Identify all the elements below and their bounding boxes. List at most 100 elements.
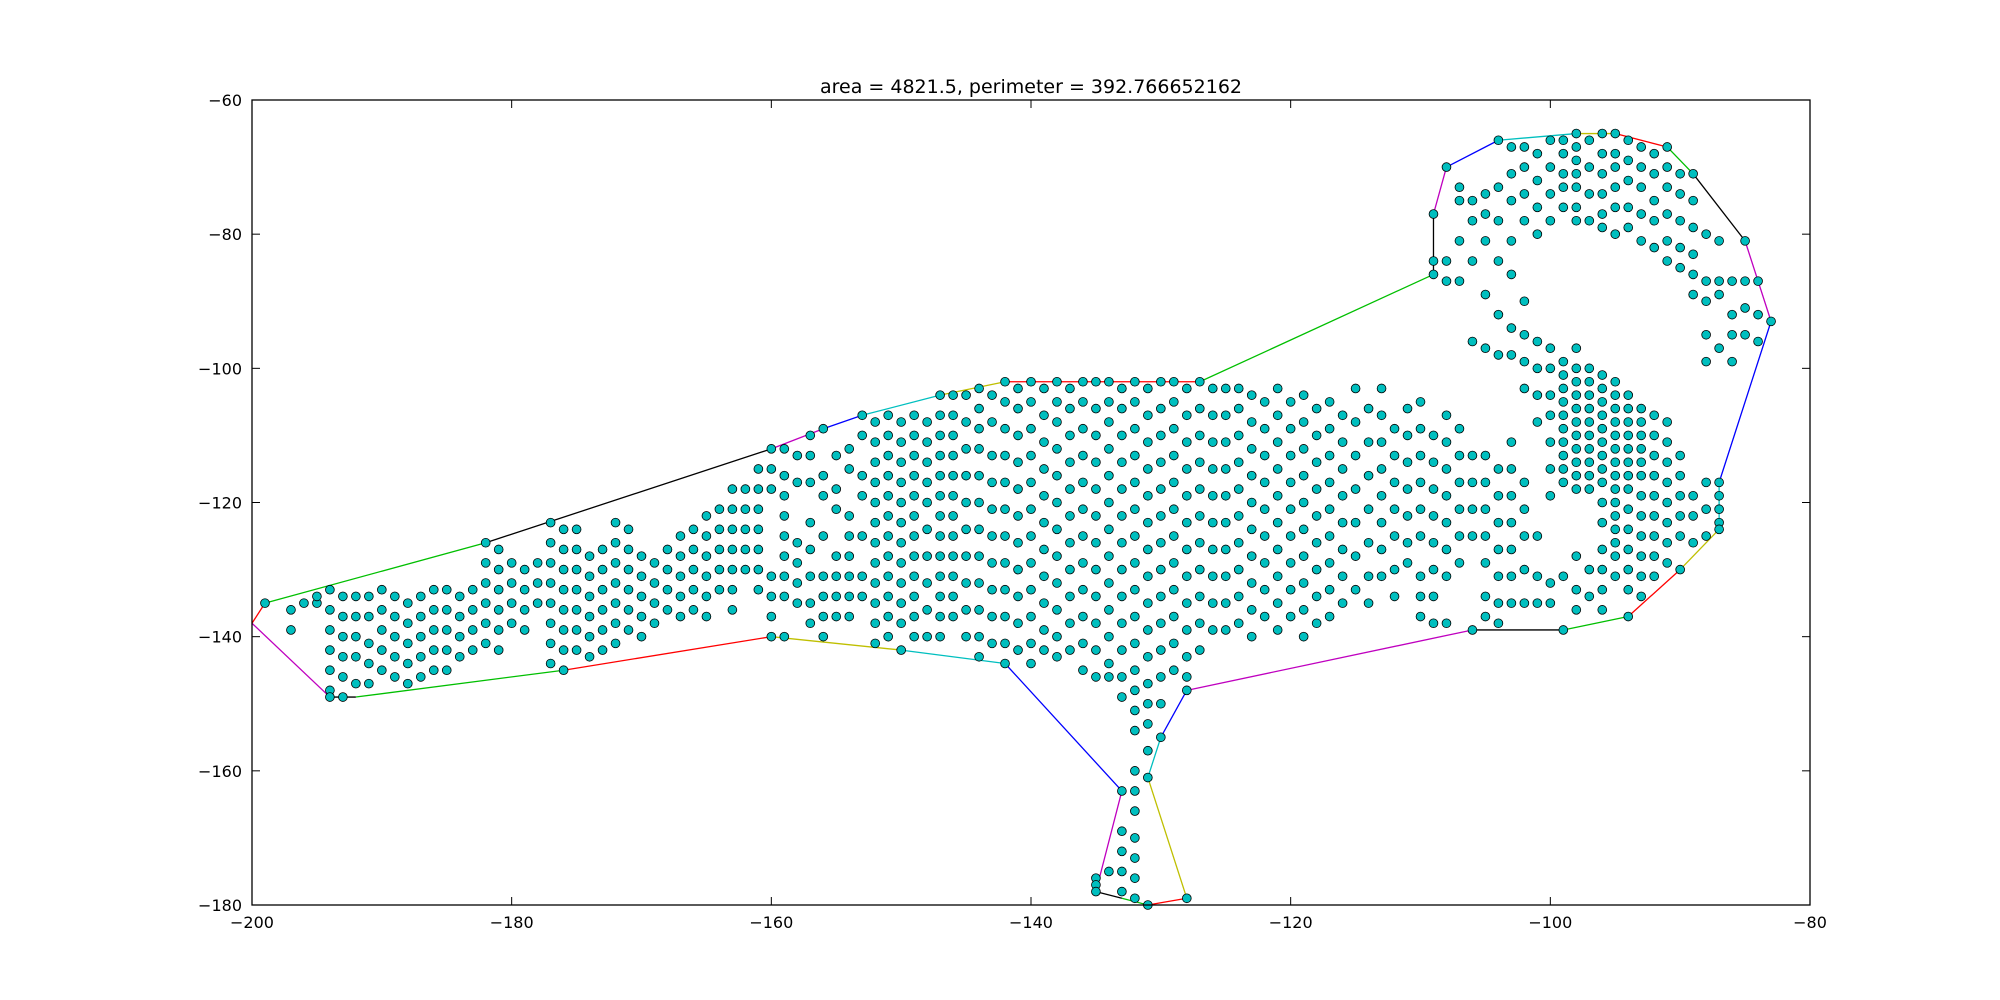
data-point	[1428, 209, 1439, 219]
data-point	[1182, 464, 1192, 474]
data-point	[1649, 511, 1659, 521]
data-point	[338, 692, 348, 702]
data-point	[1324, 423, 1335, 434]
data-point	[1467, 531, 1478, 541]
data-point	[675, 531, 686, 541]
data-point	[935, 490, 945, 501]
data-point	[792, 537, 803, 548]
data-point	[636, 631, 647, 642]
data-point	[1454, 504, 1465, 515]
data-point	[1649, 410, 1659, 421]
data-point	[818, 611, 829, 622]
data-point	[610, 558, 621, 568]
data-point	[1298, 524, 1309, 535]
data-point	[519, 605, 530, 615]
data-point	[1130, 376, 1140, 387]
data-point	[1623, 584, 1634, 595]
data-point	[909, 470, 919, 481]
data-point	[922, 578, 932, 588]
data-point	[1610, 430, 1621, 441]
data-point	[1169, 584, 1179, 595]
data-point	[1610, 148, 1621, 159]
data-point	[1584, 564, 1595, 575]
data-point	[1532, 202, 1543, 213]
data-point	[597, 605, 608, 615]
data-point	[961, 578, 971, 588]
data-point	[1130, 423, 1140, 434]
data-point	[1701, 531, 1711, 541]
data-point	[1376, 464, 1387, 474]
data-point	[1506, 142, 1517, 152]
data-point	[571, 564, 582, 575]
data-point	[377, 625, 387, 635]
data-point	[1130, 397, 1140, 407]
data-point	[1143, 464, 1153, 474]
data-point	[1441, 618, 1452, 629]
data-point	[1337, 517, 1348, 528]
data-point	[1013, 618, 1023, 629]
hull-segment	[1432, 166, 1448, 215]
data-point	[1506, 598, 1517, 608]
data-point	[1156, 645, 1166, 655]
data-point	[1597, 464, 1608, 474]
data-point	[948, 591, 958, 602]
data-point	[1117, 591, 1127, 602]
data-point	[1532, 336, 1543, 347]
data-point	[1052, 417, 1062, 427]
data-point	[1610, 571, 1621, 582]
data-point	[1298, 631, 1309, 642]
data-point	[1078, 376, 1088, 387]
data-point	[1558, 450, 1569, 461]
data-point	[1156, 698, 1166, 709]
data-point	[1013, 457, 1023, 468]
data-point	[779, 511, 790, 521]
data-point	[1169, 558, 1179, 568]
data-point	[1558, 423, 1569, 434]
hull-segment	[1692, 173, 1746, 242]
data-point	[805, 598, 816, 608]
data-point	[805, 450, 816, 461]
data-point	[1402, 484, 1413, 494]
data-point	[1298, 417, 1309, 427]
data-point	[922, 497, 932, 508]
data-point	[1078, 531, 1088, 541]
data-point	[1493, 544, 1504, 555]
data-point	[597, 564, 608, 575]
data-point	[740, 564, 751, 575]
data-point	[922, 551, 932, 561]
data-point	[1246, 605, 1257, 615]
data-point	[1272, 410, 1283, 421]
data-point	[1402, 430, 1413, 441]
data-point	[1428, 430, 1439, 441]
data-point	[364, 658, 374, 669]
data-point	[1000, 584, 1010, 595]
data-point	[1194, 430, 1205, 441]
data-point	[1285, 397, 1296, 407]
data-point	[1467, 504, 1478, 515]
data-point	[1117, 692, 1127, 702]
data-point	[597, 544, 608, 555]
data-point	[909, 551, 919, 561]
data-point	[1259, 477, 1270, 488]
data-point	[1623, 504, 1634, 515]
data-point	[1143, 698, 1153, 709]
data-point	[1013, 403, 1023, 414]
data-point	[961, 605, 971, 615]
data-point	[1026, 376, 1036, 387]
data-point	[1337, 437, 1348, 447]
data-point	[727, 544, 738, 555]
x-tick-label: −140	[1009, 913, 1053, 932]
data-point	[1363, 571, 1374, 582]
data-point	[779, 490, 790, 501]
data-point	[1688, 222, 1698, 233]
data-point	[1182, 490, 1192, 501]
data-point	[1597, 410, 1608, 421]
data-point	[948, 490, 958, 501]
data-point	[1182, 893, 1192, 904]
data-point	[1130, 685, 1140, 696]
data-point	[1506, 350, 1517, 360]
data-point	[1545, 410, 1556, 421]
data-point	[1675, 168, 1685, 179]
data-point	[779, 591, 790, 602]
data-point	[1623, 524, 1634, 535]
